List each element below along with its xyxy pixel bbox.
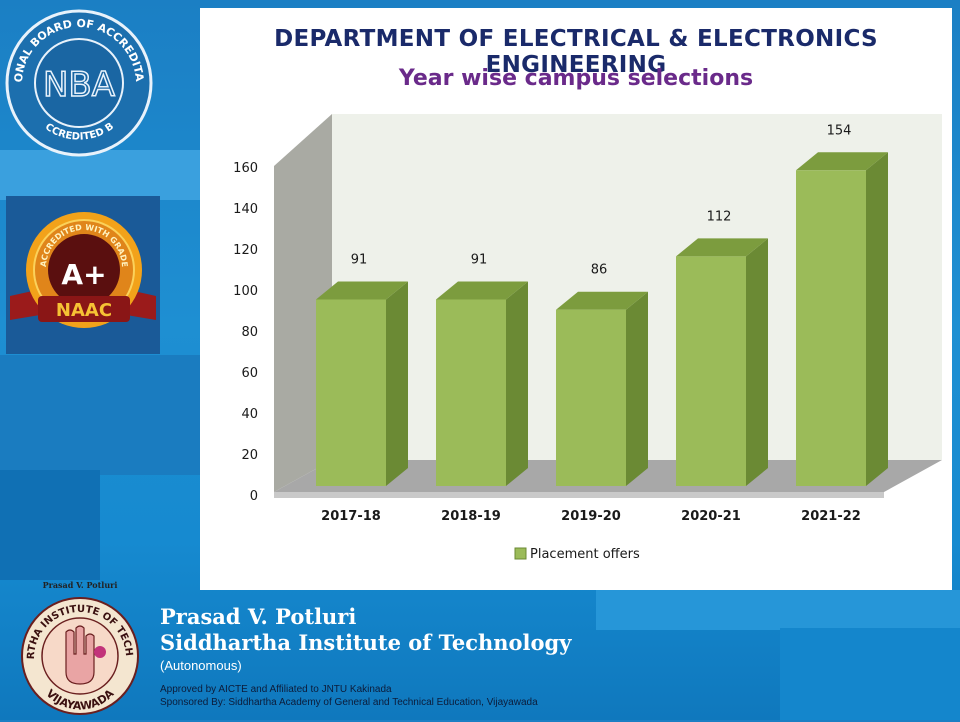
bar: [316, 299, 386, 486]
data-label: 86: [591, 263, 608, 278]
data-label: 154: [827, 123, 852, 138]
bar-side: [506, 281, 528, 486]
bar-chart: 0 20 40 60 80 100 120 140 160 2017-18 2018-19 2019…: [233, 114, 942, 562]
naac-seal-graphic: ACCREDITED WITH GRADE A+ NAAC: [10, 212, 156, 328]
bar-top: [676, 238, 768, 257]
bar-top: [316, 281, 408, 300]
autonomous-label: (Autonomous): [160, 658, 242, 673]
legend-label: Placement offers: [530, 547, 640, 562]
nba-accreditation-badge: NATIONAL BOARD OF ACCREDITATION ACCREDIT…: [4, 8, 153, 157]
y-tick-label: 140: [233, 202, 258, 217]
bar: [796, 170, 866, 487]
bar-side: [746, 238, 768, 486]
x-tick-label: 2018-19: [441, 509, 501, 524]
bar-side: [866, 152, 888, 487]
y-tick-label: 60: [241, 366, 258, 381]
background-tile: [0, 150, 200, 200]
bar: [436, 299, 506, 486]
x-tick-label: 2019-20: [561, 509, 621, 524]
chart-subtitle: Year wise campus selections: [398, 66, 754, 91]
bar-top: [796, 152, 888, 171]
x-tick-label: 2020-21: [681, 509, 741, 524]
approval-text: Approved by AICTE and Affiliated to JNTU…: [160, 684, 392, 695]
y-tick-label: 0: [250, 489, 258, 504]
chart-panel: DEPARTMENT OF ELECTRICAL & ELECTRONICS E…: [200, 8, 952, 590]
college-name-line1: Prasad V. Potluri: [160, 604, 357, 629]
data-label: 91: [471, 253, 488, 268]
college-seal: SIDDHARTHA INSTITUTE OF TECHNOLOGY VIJAY…: [20, 592, 139, 715]
background-tile: [0, 355, 200, 475]
y-tick-label: 20: [241, 448, 258, 463]
college-logo: Prasad V. Potluri SIDDHARTHA INSTITUTE O…: [20, 580, 140, 718]
bar-top: [436, 281, 528, 300]
y-tick-label: 80: [241, 325, 258, 340]
bar-side: [386, 281, 408, 486]
background-tile: [0, 470, 100, 580]
naac-grade-badge: ACCREDITED WITH GRADE A+ NAAC: [6, 196, 160, 354]
lotus-icon: [94, 646, 106, 658]
bar-top: [556, 291, 648, 310]
bar: [676, 256, 746, 486]
x-tick-label: 2017-18: [321, 509, 381, 524]
legend-swatch: [514, 547, 527, 560]
background-tile: [780, 628, 960, 720]
x-tick-label: 2021-22: [801, 509, 861, 524]
bar-side: [626, 291, 648, 486]
y-tick-label: 100: [233, 284, 258, 299]
department-title: DEPARTMENT OF ELECTRICAL & ELECTRONICS E…: [274, 26, 878, 78]
nba-mark: NBA: [43, 65, 115, 105]
y-tick-label: 120: [233, 243, 258, 258]
data-label: 112: [707, 209, 732, 224]
sponsor-text: Sponsored By: Siddhartha Academy of Gene…: [160, 697, 538, 708]
hand-icon: [65, 625, 95, 685]
logo-caption: Prasad V. Potluri: [42, 580, 118, 590]
college-name-line2: Siddhartha Institute of Technology: [160, 630, 572, 655]
naac-label: NAAC: [56, 300, 112, 321]
y-tick-label: 160: [233, 161, 258, 176]
background-tile: [596, 590, 960, 630]
bar: [556, 309, 626, 486]
y-tick-label: 40: [241, 407, 258, 422]
chart-floor-edge: [274, 492, 884, 498]
data-label: 91: [351, 253, 368, 268]
naac-grade: A+: [61, 258, 106, 291]
